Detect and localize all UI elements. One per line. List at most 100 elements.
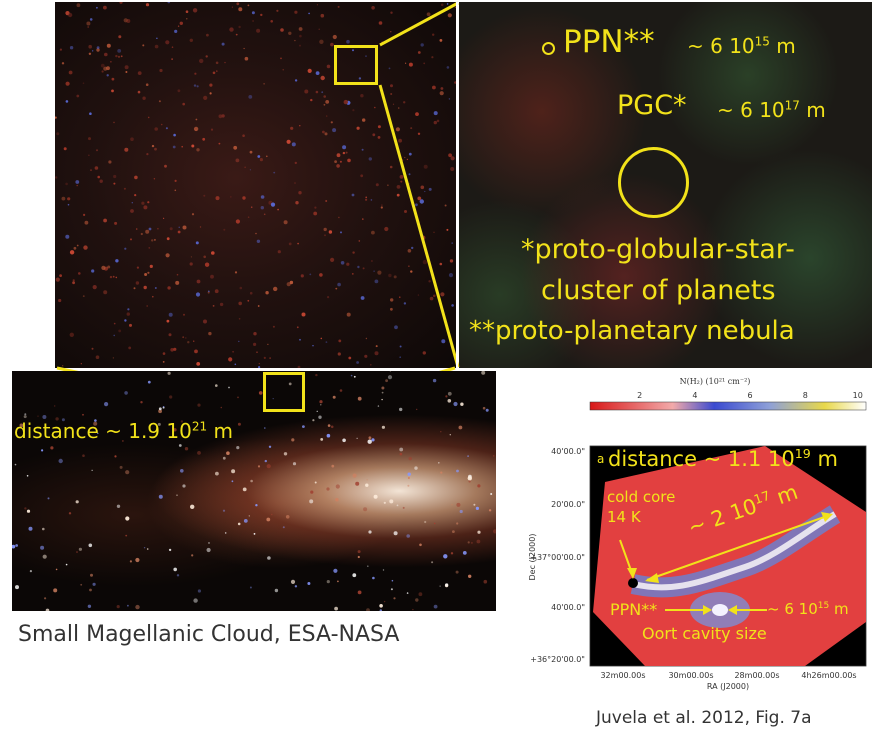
star-speck [173,567,177,572]
star-speck [375,183,379,187]
star-speck [182,336,185,339]
star-speck [218,114,223,119]
star-speck [447,13,452,18]
star-speck [193,340,195,342]
star-speck [381,391,384,394]
star-speck [383,600,386,603]
star-speck [407,477,410,479]
star-speck [231,6,233,8]
star-speck [235,219,240,224]
star-speck [337,580,339,583]
star-speck [370,260,373,262]
star-speck [407,249,412,253]
star-speck [428,187,432,191]
star-speck [423,164,428,169]
star-speck [309,499,314,504]
star-speck [407,484,410,487]
star-speck [459,509,463,514]
star-speck [356,361,359,364]
star-speck [357,590,362,595]
star-speck [19,423,24,428]
star-speck [347,158,351,163]
column-density-map-figure: N(H₂) (10²¹ cm⁻²) 2 4 6 8 10 40'00.0" 20'00.0… [505,372,871,696]
footnote-pgc-line2: cluster of planets [541,275,776,306]
star-speck [173,428,177,432]
star-speck [194,349,198,354]
star-speck [114,221,118,225]
ra-tick-label: 28m00.00s [734,671,779,680]
star-speck [313,211,318,216]
star-speck [97,432,99,435]
star-speck [353,375,356,378]
star-speck [65,81,70,86]
star-speck [147,380,151,384]
star-speck [109,275,113,279]
star-speck [130,238,132,241]
star-speck [137,71,142,75]
star-speck [424,190,426,193]
star-speck [339,160,342,163]
star-speck [297,365,301,368]
star-speck [113,334,115,337]
star-speck [170,348,174,352]
star-speck [199,226,202,228]
star-speck [365,196,368,199]
star-speck [451,504,453,506]
star-speck [244,166,246,168]
star-speck [475,506,479,510]
star-speck [75,500,79,504]
star-speck [191,554,194,557]
star-speck [326,580,330,584]
star-speck [352,49,354,52]
star-speck [366,479,368,481]
star-speck [260,206,264,210]
star-speck [220,406,223,409]
star-speck [86,21,91,26]
star-speck [176,273,179,276]
star-speck [485,408,489,412]
star-speck [270,202,276,207]
star-speck [103,5,107,10]
star-speck [366,608,370,611]
star-speck [53,588,58,593]
star-speck [55,568,58,571]
star-speck [249,169,251,171]
star-speck [346,39,350,44]
dec-tick-label: 40'00.0" [551,603,585,612]
star-speck [352,473,357,478]
star-speck [120,55,123,58]
star-speck [174,189,177,192]
star-speck [179,21,183,25]
star-speck [436,119,440,123]
star-speck [302,425,305,428]
map-region-red [593,446,866,666]
star-speck [314,206,317,209]
star-speck [103,290,108,295]
star-speck [134,194,137,197]
star-speck [382,569,385,571]
star-speck [253,533,256,535]
star-speck [299,338,301,341]
star-speck [228,386,230,389]
star-speck [389,371,392,372]
star-speck [197,403,201,407]
star-speck [72,279,75,282]
star-speck [379,604,383,608]
star-speck [97,175,100,179]
star-speck [358,77,362,80]
ppn-marker-icon [542,42,555,55]
star-speck [325,341,328,343]
star-speck [165,253,170,258]
star-speck [174,179,177,182]
star-speck [117,49,122,53]
star-speck [326,487,330,491]
star-speck [316,4,318,6]
star-speck [257,155,261,158]
star-speck [135,557,140,563]
dec-tick-label: 20'00.0" [551,500,585,509]
star-speck [432,378,437,383]
star-speck [337,352,341,356]
star-speck [392,103,395,105]
star-speck [167,286,171,290]
star-speck [445,583,449,587]
